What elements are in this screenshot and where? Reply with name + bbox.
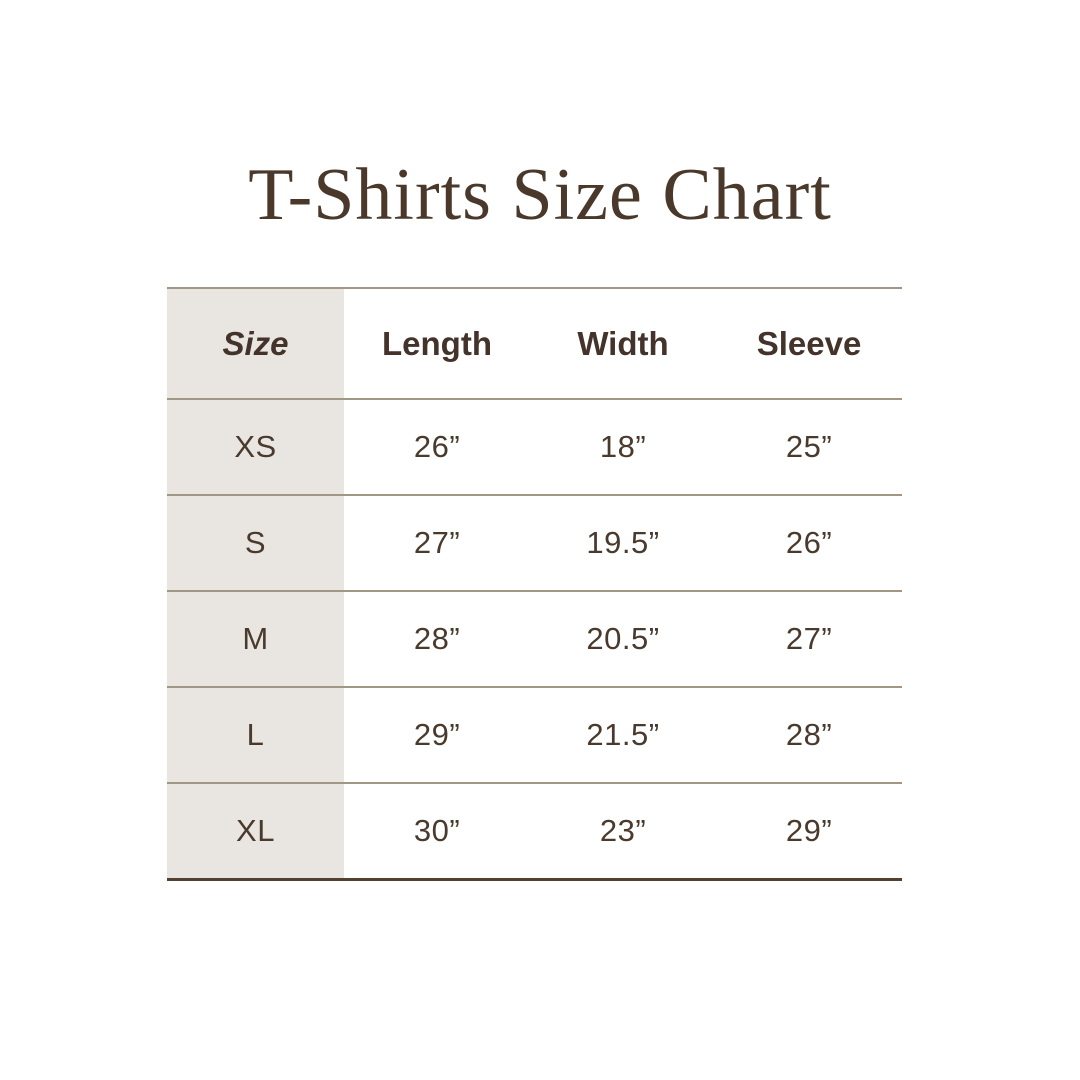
width-cell: 21.5” bbox=[586, 717, 660, 752]
size-cell: S bbox=[167, 496, 344, 590]
page-title: T-Shirts Size Chart bbox=[248, 154, 832, 236]
column-header-length: Length bbox=[382, 324, 492, 362]
table-row: L 29” 21.5” 28” bbox=[167, 686, 902, 782]
table-row: M 28” 20.5” 27” bbox=[167, 590, 902, 686]
size-cell: XL bbox=[167, 784, 344, 878]
length-cell: 30” bbox=[413, 813, 461, 848]
table-header-row: Size Length Width Sleeve bbox=[167, 287, 902, 398]
length-cell: 29” bbox=[413, 717, 461, 752]
table-row: XL 30” 23” 29” bbox=[167, 782, 902, 878]
width-cell: 18” bbox=[599, 429, 647, 464]
width-cell: 23” bbox=[599, 813, 647, 848]
width-cell: 20.5” bbox=[586, 621, 660, 656]
length-cell: 26” bbox=[413, 429, 461, 464]
size-cell: L bbox=[167, 688, 344, 782]
size-cell: XS bbox=[167, 400, 344, 494]
column-header-size: Size bbox=[167, 289, 344, 398]
size-chart-table: Size Length Width Sleeve XS 26” 18” 25” … bbox=[167, 287, 902, 881]
width-cell: 19.5” bbox=[586, 525, 660, 560]
size-cell: M bbox=[167, 592, 344, 686]
table-row: XS 26” 18” 25” bbox=[167, 398, 902, 494]
sleeve-cell: 27” bbox=[785, 621, 833, 656]
column-header-width: Width bbox=[577, 324, 669, 362]
sleeve-cell: 28” bbox=[785, 717, 833, 752]
table-row: S 27” 19.5” 26” bbox=[167, 494, 902, 590]
length-cell: 27” bbox=[413, 525, 461, 560]
sleeve-cell: 26” bbox=[785, 525, 833, 560]
column-header-sleeve: Sleeve bbox=[756, 324, 862, 362]
sleeve-cell: 29” bbox=[785, 813, 833, 848]
sleeve-cell: 25” bbox=[785, 429, 833, 464]
length-cell: 28” bbox=[413, 621, 461, 656]
